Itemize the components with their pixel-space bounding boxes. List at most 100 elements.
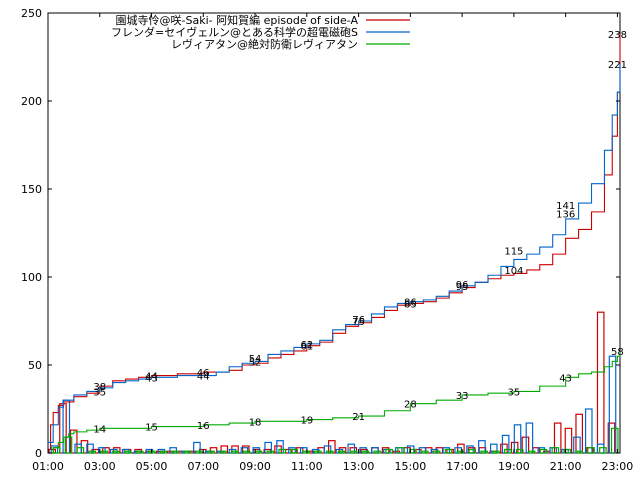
hourly-bar [76,447,85,454]
data-label: 54 [249,354,262,365]
hourly-bar [575,413,584,454]
hourly-bar [563,448,572,454]
hourly-bar [323,445,332,454]
hourly-bar [349,447,358,454]
x-tick-label: 17:00 [446,460,478,473]
hourly-bar [337,450,346,454]
data-label: 86 [404,298,417,309]
hourly-bar [549,447,557,454]
data-label: 16 [197,421,210,432]
legend-label: フレンダ=セイヴェルン@とある科学の超電磁砲S [111,25,358,39]
hourly-bar [195,450,203,454]
hourly-bar [397,447,405,454]
hourly-bar [553,422,562,454]
data-label: 76 [352,315,365,326]
hourly-bar [88,450,97,454]
data-label: 18 [249,417,262,428]
x-tick-label: 15:00 [395,460,427,473]
hourly-bar [385,448,393,454]
data-label: 33 [456,391,469,402]
hourly-bar [420,450,429,454]
hourly-bar [112,450,120,454]
hourly-bar [596,311,605,454]
data-label: 35 [93,387,106,398]
hourly-bar [171,450,180,454]
hourly-bar [69,429,78,454]
hourly-bar [371,447,379,454]
hourly-bar [74,443,82,454]
hourly-bar [183,450,192,454]
series-line [48,64,621,443]
hourly-bar [278,448,287,454]
hourly-bar [573,436,581,454]
hourly-bar [219,450,227,454]
hourly-bar [209,447,218,454]
legend-label: レヴィアタン@絶対防衛レヴィアタン [171,37,358,51]
data-label: 62 [300,340,313,351]
data-label: 238 [608,30,627,41]
x-tick-label: 05:00 [136,460,168,473]
x-tick-label: 09:00 [239,460,271,473]
hourly-bar [525,422,534,454]
hourly-bar [599,447,607,454]
data-label: 35 [508,387,521,398]
data-label: 43 [559,373,572,384]
hourly-bar [584,408,593,454]
hourly-bar [527,450,536,454]
data-label: 95 [456,282,469,293]
hourly-bar [492,450,500,454]
hourly-bar [314,450,322,454]
data-label: 46 [197,368,210,379]
hourly-bar [102,447,110,454]
data-label: 14 [93,424,106,435]
hourly-bar [302,450,310,454]
data-label: 44 [197,372,210,383]
data-label: 43 [145,373,158,384]
hourly-bar [418,447,427,454]
hourly-bar [325,450,334,454]
x-tick-label: 01:00 [32,460,64,473]
hourly-bar [230,450,239,454]
hourly-bar [500,443,508,454]
hourly-bar [521,436,530,454]
hourly-bar [276,440,284,454]
hourly-bar [551,447,560,454]
data-label: 75 [352,317,365,328]
data-label: 58 [611,347,624,358]
data-label: 96 [456,280,469,291]
y-tick-label: 150 [21,183,42,196]
data-label: 61 [300,342,313,353]
hourly-bars [48,311,619,454]
data-label: 115 [504,247,523,258]
data-label: 15 [145,423,158,434]
hourly-bar [124,450,132,454]
data-label: 221 [608,60,627,71]
hourly-bar [409,448,417,454]
hourly-bar [207,450,215,454]
hourly-bar [159,450,168,454]
legend-label: 園城寺怜@咲-Saki- 阿知賀編 episode of side-A [116,13,359,27]
hourly-bar [349,450,358,454]
hourly-bar [373,450,382,454]
hourly-bar [515,448,524,454]
hourly-bar [610,427,619,454]
x-tick-label: 23:00 [602,460,634,473]
data-label: 104 [504,266,523,277]
hourly-bar [266,450,275,454]
x-tick-label: 21:00 [550,460,582,473]
series-line [48,350,621,454]
data-label: 52 [249,357,262,368]
hourly-bar [242,450,251,454]
x-tick-label: 13:00 [343,460,375,473]
hourly-bar [100,450,108,454]
y-tick-label: 200 [21,95,42,108]
hourly-bar [480,450,488,454]
legend: 園城寺怜@咲-Saki- 阿知賀編 episode of side-Aフレンダ=… [111,13,410,51]
y-tick-label: 0 [35,447,42,460]
x-axis: 01:00 03:00 05:00 07:00 09:00 11:00 13:00 15:00… [32,13,633,473]
hourly-bar [394,447,403,454]
series-line [48,34,621,451]
x-tick-label: 19:00 [498,460,530,473]
